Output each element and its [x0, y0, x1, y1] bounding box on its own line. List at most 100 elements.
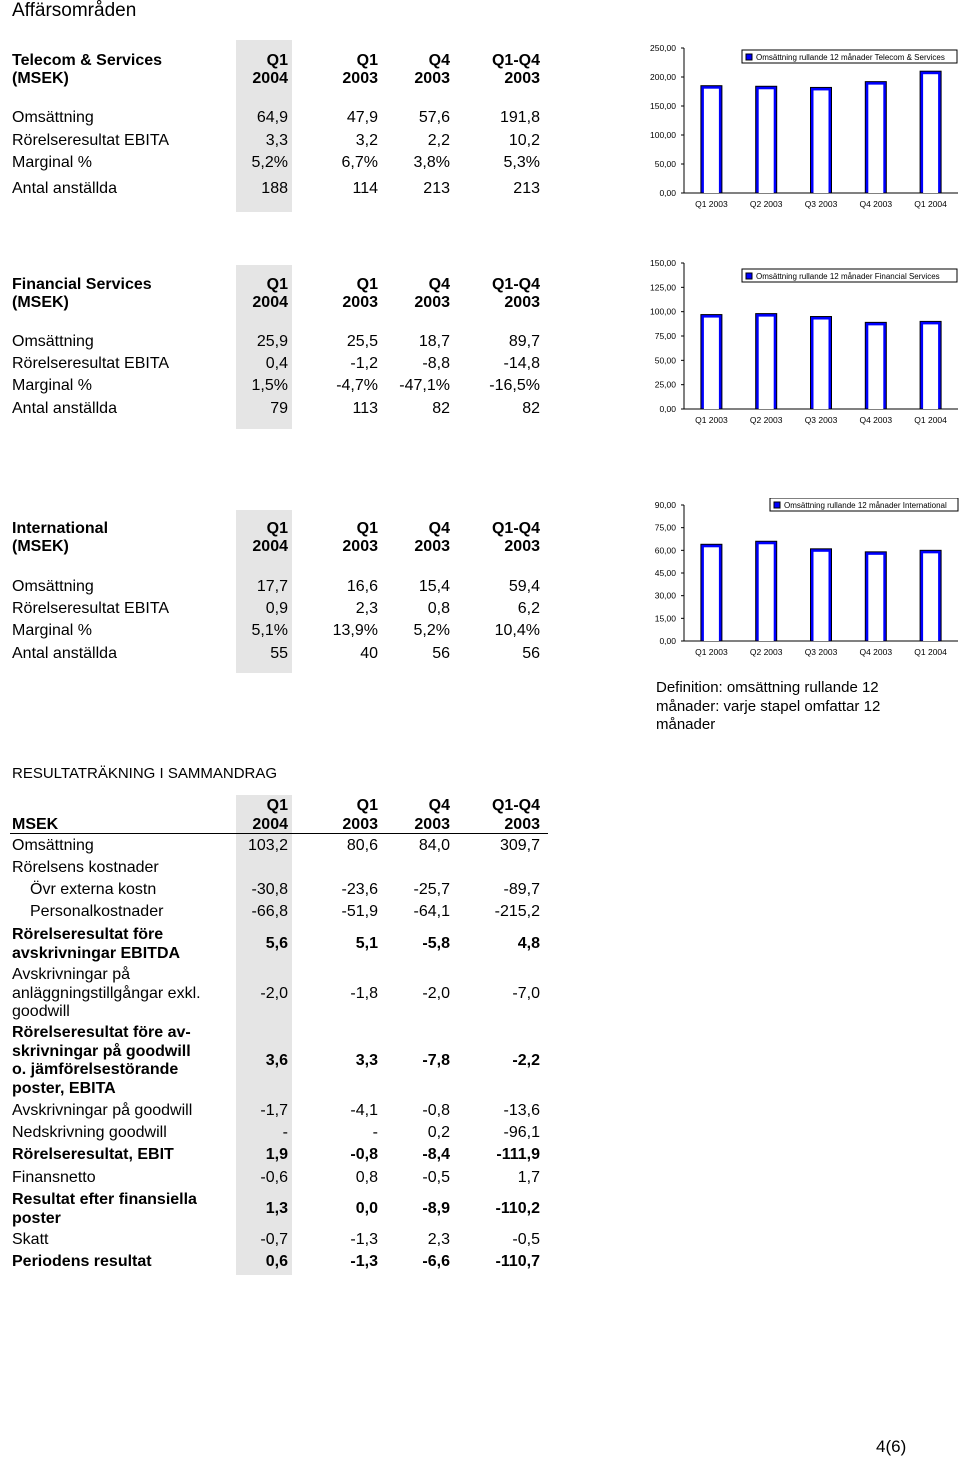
row-label: Rörelseresultat EBITA [12, 600, 170, 617]
cell-value: -16,5% [489, 377, 540, 394]
income-cell-value: 1,9 [265, 1146, 288, 1163]
segment-name: Financial Services [12, 276, 152, 293]
bar-highlight [868, 554, 884, 641]
income-row-label: Finansnetto [12, 1169, 96, 1186]
y-tick-label: 25,00 [655, 380, 677, 390]
y-tick-label: 50,00 [655, 159, 677, 169]
income-cell-value: 80,6 [346, 837, 378, 854]
column-header-year: 2003 [342, 816, 378, 833]
column-header-year: 2004 [252, 538, 288, 555]
cell-value: 10,4% [494, 622, 540, 639]
bar-highlight [923, 324, 939, 409]
row-label: Omsättning [12, 578, 94, 595]
segment-unit: (MSEK) [12, 294, 69, 311]
legend-label: Omsättning rullande 12 månader Financial… [756, 272, 940, 281]
x-tick-label: Q1 2003 [695, 647, 728, 657]
income-cell-value: -0,8 [422, 1102, 450, 1119]
income-cell-value: -0,8 [350, 1146, 378, 1163]
column-header-year: 2003 [504, 294, 540, 311]
income-cell-value: -0,6 [260, 1169, 288, 1186]
cell-value: 57,6 [418, 109, 450, 126]
cell-value: 1,5% [251, 377, 288, 394]
bar-chart-svg: 0,00 50,00 100,00 150,00 200,00 250,00 Q1 2003… [650, 43, 958, 209]
row-label: Omsättning [12, 333, 94, 350]
cell-value: 47,9 [346, 109, 378, 126]
bar-highlight [868, 325, 884, 409]
income-cell-value: -66,8 [251, 903, 288, 920]
x-tick-label: Q3 2003 [805, 415, 838, 425]
income-row-label: Övr externa kostn [30, 881, 157, 898]
cell-value: 5,2% [413, 622, 450, 639]
income-cell-value: 0,8 [355, 1169, 378, 1186]
column-header-year: 2004 [252, 294, 288, 311]
income-cell-value: -96,1 [503, 1124, 540, 1141]
column-header-year: 2003 [414, 294, 450, 311]
cell-value: 0,4 [265, 355, 288, 372]
bar-highlight [923, 74, 939, 193]
x-tick-label: Q3 2003 [805, 647, 838, 657]
header-rule [10, 833, 548, 834]
income-cell-value: 2,3 [427, 1231, 450, 1248]
x-tick-label: Q2 2003 [750, 199, 783, 209]
cell-value: 40 [360, 645, 378, 662]
y-tick-label: 30,00 [655, 591, 677, 601]
y-tick-label: 50,00 [655, 355, 677, 365]
legend-box [741, 268, 958, 283]
income-row-label: Resultat efter finansiella [12, 1191, 197, 1208]
bar-highlight [758, 89, 774, 193]
page-number: 4(6) [876, 1437, 907, 1456]
income-cell-value: -0,7 [260, 1231, 288, 1248]
column-header-period: Q4 [428, 276, 450, 293]
legend-box [769, 497, 959, 512]
y-tick-label: 90,00 [655, 500, 677, 510]
y-tick-label: 200,00 [650, 72, 676, 82]
cell-value: 213 [513, 180, 540, 197]
y-tick-label: 60,00 [655, 545, 677, 555]
y-tick-label: 0,00 [659, 636, 676, 646]
bar-chart: 0,00 15,00 30,00 45,00 60,00 75,00 90,00 Q1 200… [640, 497, 960, 664]
y-tick-label: 15,00 [655, 613, 677, 623]
bar-highlight [758, 316, 774, 409]
legend-swatch [745, 53, 753, 61]
income-cell-value: -7,8 [422, 1051, 450, 1069]
cell-value: -4,7% [336, 377, 378, 394]
y-tick-label: 125,00 [650, 282, 676, 292]
income-row-label: Rörelseresultat före [12, 926, 164, 943]
segment-name: Telecom & Services [12, 52, 163, 69]
income-cell-value: -8,4 [422, 1146, 450, 1163]
x-tick-label: Q4 2003 [859, 415, 892, 425]
column-header-year: 2004 [252, 70, 288, 87]
cell-value: -8,8 [422, 355, 450, 372]
column-header-year: 2003 [342, 538, 378, 555]
y-tick-label: 100,00 [650, 130, 676, 140]
income-cell-value: 103,2 [247, 837, 288, 854]
cell-value: 18,7 [418, 333, 450, 350]
income-row-label: o. jämförelsestörande [12, 1061, 179, 1078]
cell-value: 3,8% [413, 154, 450, 171]
income-row-label: Rörelseresultat före av- [12, 1024, 191, 1041]
income-cell-value: - [372, 1124, 378, 1141]
cell-value: 3,3 [265, 132, 288, 149]
cell-value: 5,1% [251, 622, 288, 639]
income-cell-value: -8,9 [422, 1200, 450, 1218]
income-cell-value: -64,1 [413, 903, 450, 920]
column-header-period: Q1-Q4 [491, 797, 540, 814]
column-header-year: 2003 [414, 70, 450, 87]
column-header-year: 2003 [342, 294, 378, 311]
x-tick-label: Q4 2003 [859, 199, 892, 209]
chart-definition: Definition: omsättning rullande 12 månad… [656, 679, 881, 733]
cell-value: 55 [270, 645, 288, 662]
bar-highlight [703, 317, 719, 409]
x-tick-label: Q3 2003 [805, 199, 838, 209]
x-tick-label: Q2 2003 [750, 647, 783, 657]
income-row-label: Omsättning [12, 837, 94, 854]
column-header-period: Q1 [266, 797, 288, 814]
income-cell-value: 5,1 [355, 935, 378, 953]
bar-chart: 0,00 50,00 100,00 150,00 200,00 250,00 Q1 2003… [640, 38, 960, 216]
cell-value: 5,2% [251, 154, 288, 171]
cell-value: -14,8 [503, 355, 540, 372]
income-cell-value: -25,7 [413, 881, 450, 898]
cell-value: 188 [261, 180, 288, 197]
cell-value: 59,4 [508, 578, 540, 595]
income-cell-value: -110,2 [495, 1200, 540, 1218]
